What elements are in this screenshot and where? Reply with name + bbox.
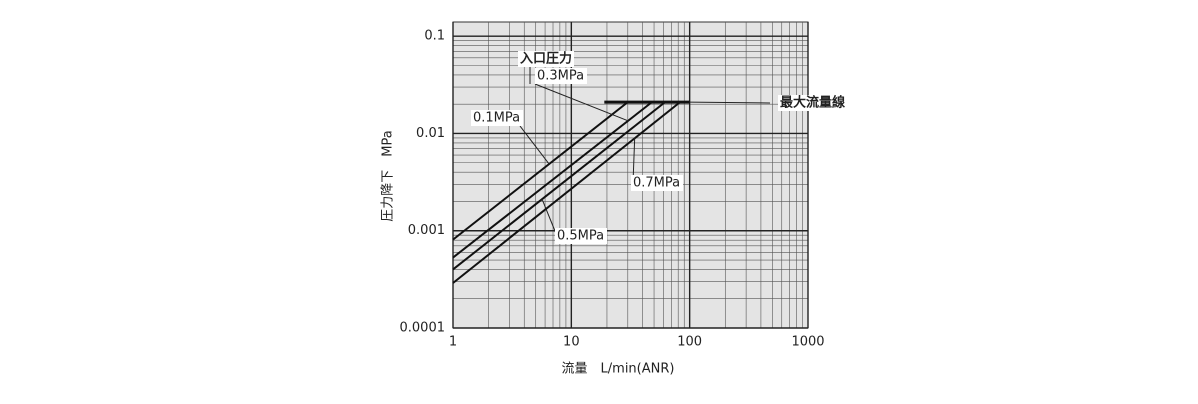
x-tick-label: 10	[563, 335, 580, 350]
y-axis-label: 圧力降下 MPa	[381, 130, 396, 221]
label-bg	[471, 110, 523, 126]
series-label: 0.3MPa	[537, 69, 584, 84]
leader-line	[519, 125, 550, 165]
label-bg	[631, 175, 683, 191]
data-line	[452, 101, 666, 271]
data-line	[452, 101, 653, 259]
leader-line	[689, 101, 771, 104]
label-bg	[535, 68, 587, 84]
x-axis-label: 流量 L/min(ANR)	[562, 362, 675, 377]
x-tick-label: 1000	[791, 335, 824, 350]
plot-area	[452, 21, 809, 329]
y-tick-label: 0.01	[416, 126, 445, 141]
label-bg	[778, 95, 836, 111]
data-line	[452, 101, 681, 284]
annotation: 入口圧力	[520, 51, 572, 67]
leader-line	[541, 198, 558, 237]
series-label: 0.7MPa	[633, 176, 680, 191]
y-tick-label: 0.0001	[400, 321, 446, 336]
series-label: 0.1MPa	[473, 111, 520, 126]
leader-line	[534, 83, 629, 122]
y-tick-label: 0.1	[424, 29, 445, 44]
x-tick-label: 1	[449, 335, 457, 350]
annotation-bg	[518, 51, 574, 67]
data-line	[452, 101, 629, 241]
series-label: 最大流量線	[780, 95, 846, 111]
y-tick-label: 0.001	[408, 223, 445, 238]
label-bg	[555, 228, 607, 244]
series-label: 0.5MPa	[557, 229, 604, 244]
x-tick-label: 100	[677, 335, 702, 350]
